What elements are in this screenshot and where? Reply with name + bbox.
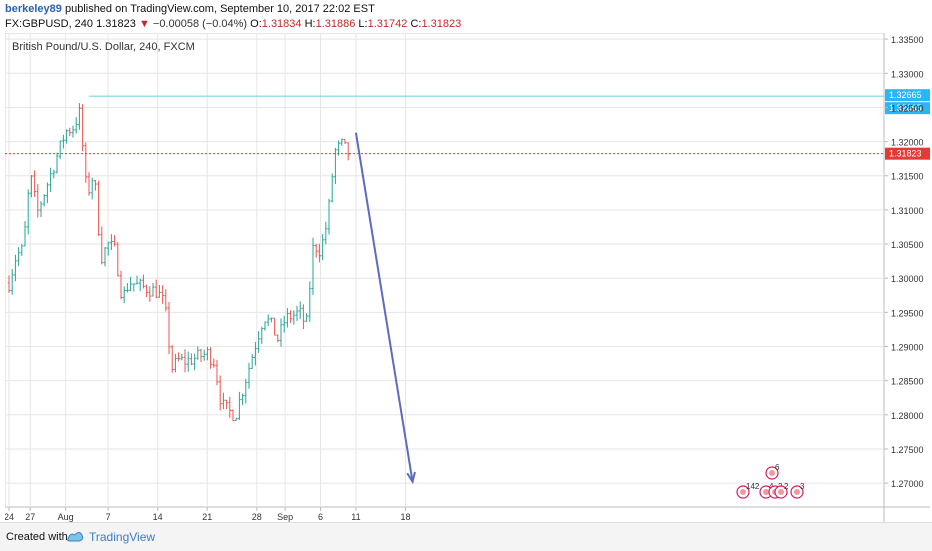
y-tick-label: 1.33000 — [891, 69, 924, 79]
idea-marker-dot — [794, 489, 800, 495]
open-label: O: — [250, 18, 262, 30]
close-value: 1.31823 — [421, 18, 462, 30]
resistance-price-label: 1.32665 — [889, 103, 922, 113]
close-label: C: — [410, 18, 422, 30]
forecast-arrow-head — [406, 471, 416, 485]
grid-layer — [4, 32, 930, 522]
resistance-price-label: 1.32665 — [889, 90, 922, 100]
axis-layer: 1.33500 1.33000 1.32500 1.32000 1.31500 1.310… — [4, 35, 924, 522]
chart-title: British Pound/U.S. Dollar, 240, FXCM — [12, 41, 195, 53]
created-with-label: Created with — [6, 531, 68, 543]
y-tick-label: 1.32000 — [891, 138, 924, 148]
open-value: 1.31834 — [261, 18, 302, 30]
idea-marker-dot — [740, 489, 746, 495]
x-tick-label: Sep — [277, 512, 293, 522]
quote-line: FX:GBPUSD, 240 1.31823 ▼ −0.00058 (−0.04… — [5, 18, 461, 30]
x-tick-label: 7 — [106, 512, 111, 522]
down-arrow-icon: ▼ — [138, 18, 150, 30]
y-tick-label: 1.33500 — [891, 35, 924, 45]
y-tick-label: 1.32500 — [891, 103, 924, 113]
idea-count-label: 6 — [775, 463, 780, 472]
y-tick-label: 1.30500 — [891, 240, 924, 250]
x-tick-label: 24 — [5, 512, 14, 522]
change-value: −0.00058 (−0.04%) — [152, 18, 248, 30]
x-tick-label: 28 — [252, 512, 262, 522]
idea-marker-dot — [769, 470, 775, 476]
chart-header: berkeley89 published on TradingView.com,… — [0, 0, 932, 36]
x-tick-label: 6 — [318, 512, 323, 522]
idea-count-label: 2 — [784, 482, 789, 491]
x-tick-label: 18 — [400, 512, 410, 522]
y-tick-label: 1.29000 — [891, 342, 924, 352]
tradingview-brand[interactable]: TradingView — [89, 530, 156, 544]
low-label: L: — [358, 18, 368, 30]
low-value: 1.31742 — [367, 18, 408, 30]
last-price-tag — [885, 147, 930, 160]
y-tick-label: 1.31500 — [891, 172, 924, 182]
plot-area — [4, 32, 885, 508]
y-tick-label: 1.30000 — [891, 274, 924, 284]
x-tick-label: 27 — [25, 512, 35, 522]
x-tick-label: 11 — [351, 512, 360, 522]
last-price: 1.31823 — [96, 18, 136, 30]
resistance-price-tag — [885, 89, 930, 102]
x-tick-label: Aug — [58, 512, 74, 522]
high-value: 1.31886 — [315, 18, 356, 30]
forecast-arrow-line — [354, 132, 414, 482]
symbol-label: FX:GBPUSD, 240 — [5, 18, 94, 30]
y-tick-label: 1.29500 — [891, 308, 924, 318]
author-link[interactable]: berkeley89 — [5, 3, 62, 15]
resistance-price-tag — [885, 102, 930, 115]
idea-count-label: 142 — [746, 482, 760, 491]
candle-layer — [7, 103, 350, 422]
y-tick-label: 1.27500 — [891, 445, 924, 455]
x-tick-label: 14 — [153, 512, 163, 522]
idea-marker-dot — [763, 489, 769, 495]
idea-count-label: 3 — [800, 482, 805, 491]
y-tick-label: 1.27000 — [891, 479, 924, 489]
y-tick-label: 1.28000 — [891, 411, 924, 421]
y-tick-label: 1.31000 — [891, 206, 924, 216]
footer-bar: Created with TradingView — [0, 522, 932, 551]
last-price-label: 1.31823 — [889, 149, 922, 159]
publish-info: published on TradingView.com, September … — [64, 3, 375, 15]
tradingview-logo-icon — [67, 532, 84, 542]
publish-line: berkeley89 published on TradingView.com,… — [5, 3, 375, 15]
idea-marker-dot — [778, 489, 784, 495]
x-tick-label: 21 — [202, 512, 212, 522]
y-tick-label: 1.28500 — [891, 377, 924, 387]
high-label: H: — [304, 18, 316, 30]
